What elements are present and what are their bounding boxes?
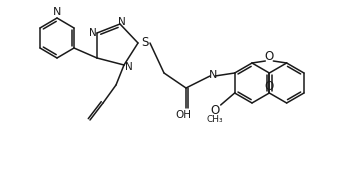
Text: O: O <box>210 104 219 116</box>
Text: CH₃: CH₃ <box>206 115 223 124</box>
Text: OH: OH <box>175 110 191 120</box>
Text: N: N <box>89 28 97 38</box>
Text: O: O <box>265 79 274 93</box>
Text: S: S <box>141 36 149 50</box>
Text: N: N <box>209 70 217 80</box>
Text: N: N <box>118 17 126 27</box>
Text: N: N <box>125 62 133 72</box>
Text: N: N <box>53 7 61 17</box>
Text: O: O <box>265 50 274 62</box>
